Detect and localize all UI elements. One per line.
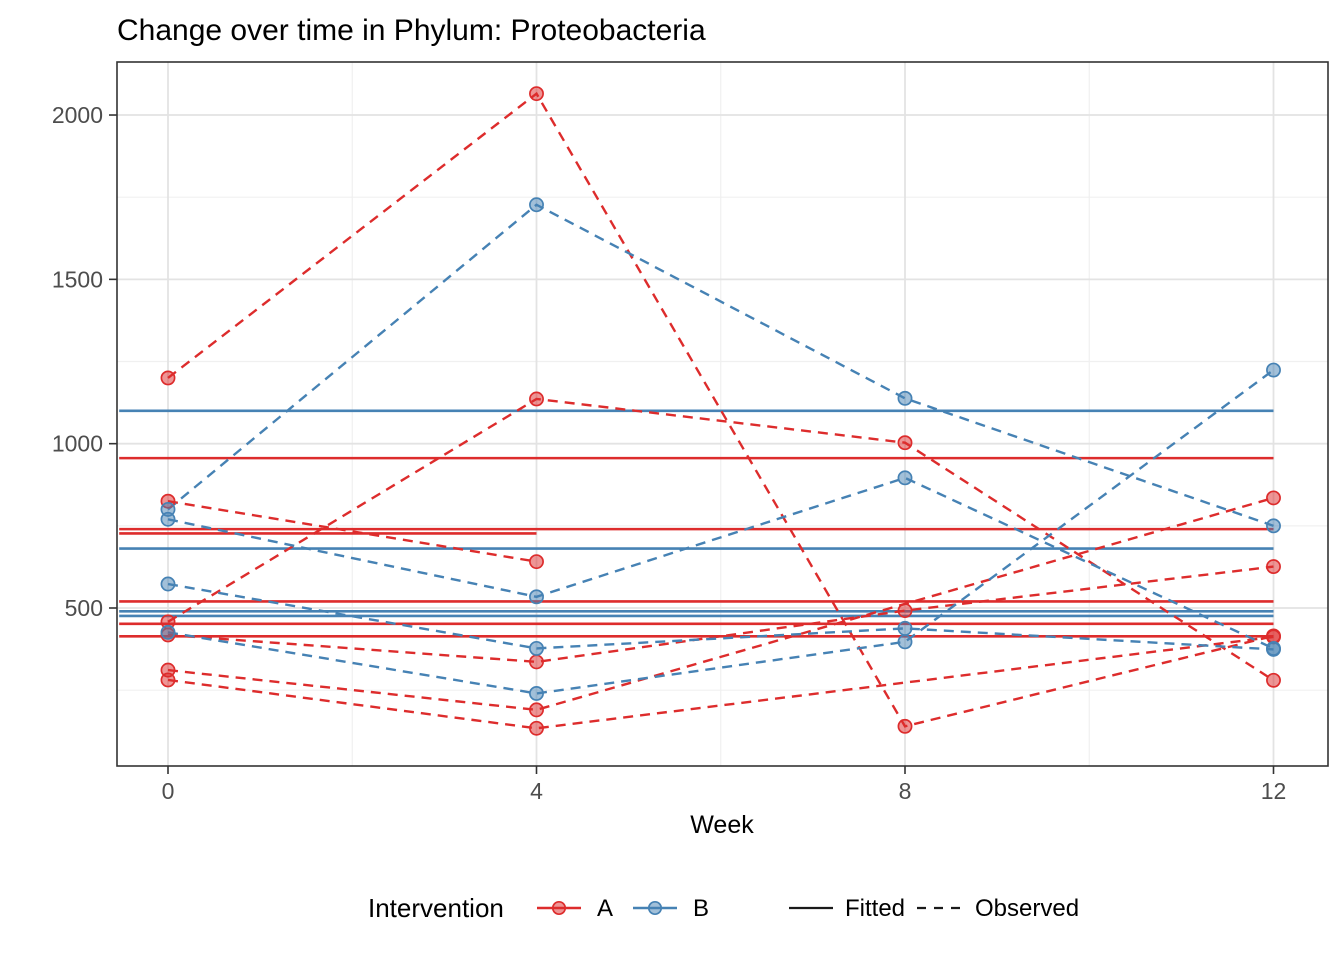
data-point-B1-week12 <box>1266 518 1281 534</box>
data-point-A4-week4 <box>529 654 544 670</box>
data-point-A1-week8 <box>897 718 913 734</box>
observed-line-B4 <box>167 369 1275 695</box>
legend-key-point-A <box>551 900 567 916</box>
y-tick-label: 1000 <box>52 431 103 457</box>
observed-line-A4 <box>167 565 1274 664</box>
plot-title: Change over time in Phylum: Proteobacter… <box>117 14 706 47</box>
observed-line-B1 <box>167 203 1274 527</box>
x-tick-label: 8 <box>899 778 912 804</box>
observed-line-A5 <box>167 496 1274 712</box>
minor-gridlines <box>117 62 1328 766</box>
data-point-A1-week4 <box>529 86 544 102</box>
fitted-lines-layer <box>119 409 1274 638</box>
x-axis-title: Week <box>690 811 754 839</box>
x-tick-label: 4 <box>530 778 543 804</box>
data-point-B1-week4 <box>529 197 544 213</box>
data-point-B2-week8 <box>897 470 913 486</box>
data-point-B2-week0 <box>160 511 176 527</box>
data-point-A3-week12 <box>1266 672 1281 688</box>
legend: Intervention A B Fitted Observed <box>368 893 1079 923</box>
data-point-A3-week8 <box>897 435 913 451</box>
legend-title: Intervention <box>368 893 504 923</box>
legend-key-point-B <box>647 900 663 916</box>
axis-tick-labels: 0 4 8 12 500 1000 1500 2000 <box>52 102 1286 804</box>
axis-tick-marks <box>109 114 1275 774</box>
data-point-B4-week0 <box>160 624 176 640</box>
data-point-A5-week12 <box>1266 490 1281 506</box>
data-point-A6-week4 <box>529 720 544 736</box>
x-tick-label: 0 <box>162 778 175 804</box>
observed-line-A3 <box>167 397 1275 682</box>
data-point-B4-week12 <box>1266 362 1281 378</box>
data-point-A5-week4 <box>529 702 544 718</box>
data-point-B4-week8 <box>897 634 913 650</box>
data-point-B3-week12 <box>1266 641 1281 657</box>
data-point-B3-week0 <box>160 576 176 592</box>
data-point-A4-week8 <box>897 603 913 619</box>
legend-key-label-B: B <box>693 895 709 922</box>
y-tick-label: 500 <box>65 595 103 621</box>
observed-lines-layer <box>167 91 1275 730</box>
panel-border <box>116 61 1329 767</box>
data-point-B1-week8 <box>897 390 913 406</box>
data-point-A2-week4 <box>529 554 544 570</box>
observed-line-B3 <box>167 582 1274 651</box>
data-point-B3-week4 <box>529 640 544 656</box>
observed-line-B2 <box>167 476 1275 650</box>
data-point-A3-week4 <box>529 391 544 407</box>
y-tick-label: 2000 <box>52 102 103 128</box>
observed-line-A6 <box>167 635 1274 730</box>
legend-linetype-label-fitted: Fitted <box>845 895 905 922</box>
y-tick-label: 1500 <box>52 266 103 292</box>
data-point-A6-week0 <box>160 672 176 688</box>
x-tick-label: 12 <box>1261 778 1287 804</box>
data-point-B2-week4 <box>529 589 544 605</box>
legend-linetype-label-observed: Observed <box>975 895 1079 922</box>
data-point-B3-week8 <box>897 620 913 636</box>
data-points-layer <box>160 86 1281 736</box>
data-point-A1-week0 <box>160 370 176 386</box>
data-point-A4-week12 <box>1266 559 1281 575</box>
observed-line-A2 <box>167 500 537 563</box>
legend-key-label-A: A <box>597 895 613 922</box>
data-point-B4-week4 <box>529 685 544 701</box>
